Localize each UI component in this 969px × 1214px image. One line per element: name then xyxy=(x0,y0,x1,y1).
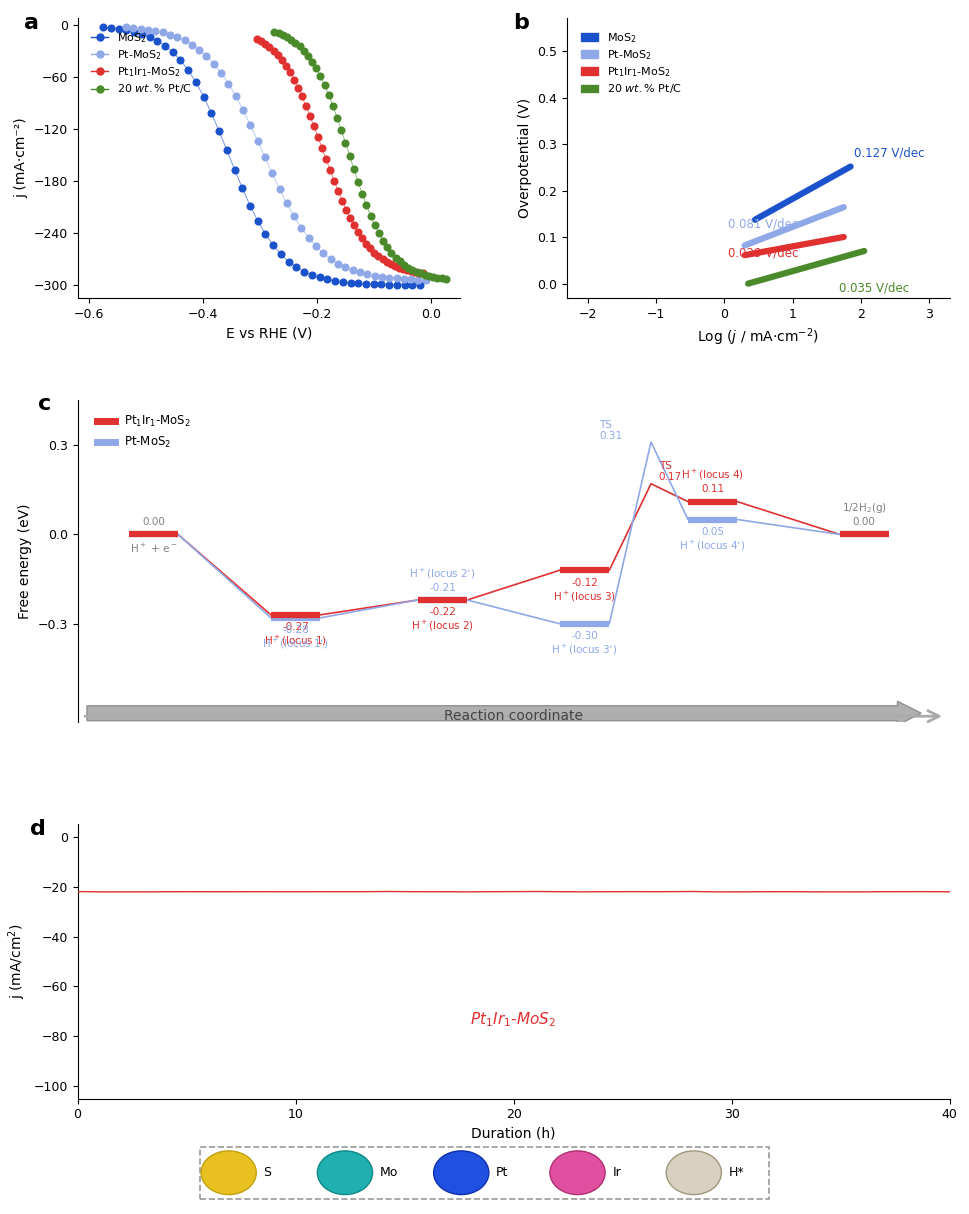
Text: H$^+$(locus 4): H$^+$(locus 4) xyxy=(681,469,744,482)
Text: Pt: Pt xyxy=(496,1167,509,1179)
Ellipse shape xyxy=(550,1151,605,1195)
Text: Reaction coordinate: Reaction coordinate xyxy=(444,709,583,724)
Text: H$^+$(locus 1’): H$^+$(locus 1’) xyxy=(263,637,328,652)
Text: H$^+$(locus 2’): H$^+$(locus 2’) xyxy=(409,567,476,580)
Text: H$^+$(locus 2): H$^+$(locus 2) xyxy=(411,619,474,634)
Text: H$^+$(locus 3): H$^+$(locus 3) xyxy=(553,590,616,603)
Text: 0.127 V/dec: 0.127 V/dec xyxy=(854,146,924,159)
Text: 0.00: 0.00 xyxy=(141,517,165,527)
Legend: Pt$_1$Ir$_1$-MoS$_2$, Pt-MoS$_2$: Pt$_1$Ir$_1$-MoS$_2$, Pt-MoS$_2$ xyxy=(92,409,196,455)
Text: Ir: Ir xyxy=(612,1167,621,1179)
Text: d: d xyxy=(29,819,46,839)
FancyBboxPatch shape xyxy=(200,1146,769,1199)
X-axis label: E vs RHE (V): E vs RHE (V) xyxy=(226,327,312,340)
Text: H$^+$(locus 3’): H$^+$(locus 3’) xyxy=(551,643,618,657)
Text: -0.30: -0.30 xyxy=(572,631,598,641)
Text: c: c xyxy=(39,393,51,414)
Y-axis label: Free energy (eV): Free energy (eV) xyxy=(17,504,32,619)
Y-axis label: j (mA·cm⁻²): j (mA·cm⁻²) xyxy=(14,118,28,198)
FancyArrow shape xyxy=(87,702,922,725)
Text: 1/2H$_2$(g): 1/2H$_2$(g) xyxy=(842,501,887,515)
Ellipse shape xyxy=(667,1151,721,1195)
Text: Mo: Mo xyxy=(380,1167,398,1179)
Text: -0.12: -0.12 xyxy=(572,578,598,588)
Text: S: S xyxy=(264,1167,271,1179)
Ellipse shape xyxy=(434,1151,489,1195)
Ellipse shape xyxy=(318,1151,373,1195)
Text: -0.28: -0.28 xyxy=(282,625,309,635)
Text: 0.11: 0.11 xyxy=(702,484,724,494)
Y-axis label: Overpotential (V): Overpotential (V) xyxy=(517,98,532,219)
Text: H$^+$(locus 1): H$^+$(locus 1) xyxy=(264,634,328,648)
Text: 0.00: 0.00 xyxy=(853,517,876,527)
Text: H*: H* xyxy=(729,1167,744,1179)
Text: -0.22: -0.22 xyxy=(429,607,455,618)
Text: b: b xyxy=(514,12,529,33)
Text: TS
0.17: TS 0.17 xyxy=(659,461,682,482)
Text: H$^+$(locus 4’): H$^+$(locus 4’) xyxy=(679,539,746,554)
Ellipse shape xyxy=(202,1151,256,1195)
Text: a: a xyxy=(24,12,39,33)
Text: 0.05: 0.05 xyxy=(702,527,724,537)
X-axis label: Log ($j$ / mA·cm$^{-2}$): Log ($j$ / mA·cm$^{-2}$) xyxy=(698,327,819,348)
Text: -0.27: -0.27 xyxy=(282,623,309,632)
Text: 0.029 V/dec: 0.029 V/dec xyxy=(728,246,798,260)
Text: -0.21: -0.21 xyxy=(429,583,455,592)
Legend: MoS$_2$, Pt-MoS$_2$, Pt$_1$Ir$_1$-MoS$_2$, 20 $wt.$% Pt/C: MoS$_2$, Pt-MoS$_2$, Pt$_1$Ir$_1$-MoS$_2… xyxy=(577,27,686,100)
Text: H$^+$ + e$^-$: H$^+$ + e$^-$ xyxy=(130,541,177,555)
Text: 0.081 V/dec: 0.081 V/dec xyxy=(728,217,797,231)
Text: Pt$_1$Ir$_1$-MoS$_2$: Pt$_1$Ir$_1$-MoS$_2$ xyxy=(470,1010,557,1028)
Y-axis label: j (mA/cm$^2$): j (mA/cm$^2$) xyxy=(6,924,28,999)
Text: 0.035 V/dec: 0.035 V/dec xyxy=(839,282,909,294)
Text: TS
0.31: TS 0.31 xyxy=(599,420,622,441)
Legend: MoS$_2$, Pt-MoS$_2$, Pt$_1$Ir$_1$-MoS$_2$, 20 $wt.$% Pt/C: MoS$_2$, Pt-MoS$_2$, Pt$_1$Ir$_1$-MoS$_2… xyxy=(87,27,197,100)
X-axis label: Duration (h): Duration (h) xyxy=(471,1127,556,1141)
